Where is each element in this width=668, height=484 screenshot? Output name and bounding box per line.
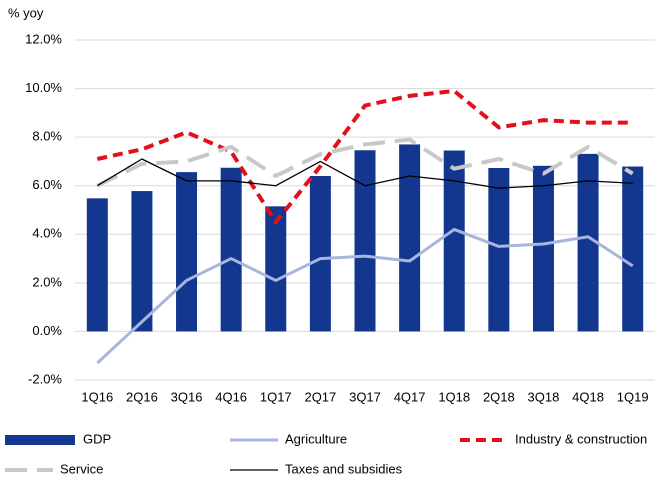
y-tick-label: 2.0%	[32, 274, 62, 289]
x-tick-label: 3Q16	[171, 389, 203, 404]
bar	[220, 167, 242, 332]
y-tick-label: 12.0%	[25, 31, 62, 46]
x-tick-label: 1Q19	[617, 389, 649, 404]
bar	[622, 166, 644, 332]
x-tick-label: 1Q16	[81, 389, 113, 404]
legend-swatch	[5, 435, 75, 445]
legend-label: Industry & construction	[515, 431, 647, 446]
legend-label: Taxes and subsidies	[285, 461, 403, 476]
line-series	[96, 137, 634, 188]
bar	[532, 165, 554, 332]
y-tick-label: 10.0%	[25, 80, 62, 95]
x-tick-label: 3Q18	[528, 389, 560, 404]
x-tick-label: 3Q17	[349, 389, 381, 404]
line-series	[96, 227, 634, 365]
legend-label: GDP	[83, 431, 111, 446]
y-tick-label: 0.0%	[32, 323, 62, 338]
bar	[86, 198, 108, 332]
x-tick-label: 4Q16	[215, 389, 247, 404]
line-series	[96, 89, 633, 225]
bar	[176, 172, 198, 332]
bar	[577, 153, 599, 332]
x-tick-label: 4Q17	[394, 389, 426, 404]
x-tick-label: 2Q17	[304, 389, 336, 404]
y-tick-label: -2.0%	[28, 371, 62, 386]
legend-label: Service	[60, 461, 103, 476]
y-tick-label: 8.0%	[32, 129, 62, 144]
line-series	[96, 158, 633, 189]
x-tick-label: 1Q18	[438, 389, 470, 404]
bar	[443, 150, 465, 332]
bar	[354, 150, 376, 332]
x-tick-label: 2Q16	[126, 389, 158, 404]
y-axis-label: % yoy	[8, 5, 44, 20]
x-tick-label: 1Q17	[260, 389, 292, 404]
y-tick-label: 6.0%	[32, 177, 62, 192]
bar	[131, 191, 153, 332]
x-tick-label: 2Q18	[483, 389, 515, 404]
bar	[309, 176, 331, 332]
bar	[265, 206, 287, 332]
bar	[399, 144, 421, 332]
bar	[488, 167, 510, 332]
x-tick-label: 4Q18	[572, 389, 604, 404]
y-tick-label: 4.0%	[32, 226, 62, 241]
legend-label: Agriculture	[285, 431, 347, 446]
